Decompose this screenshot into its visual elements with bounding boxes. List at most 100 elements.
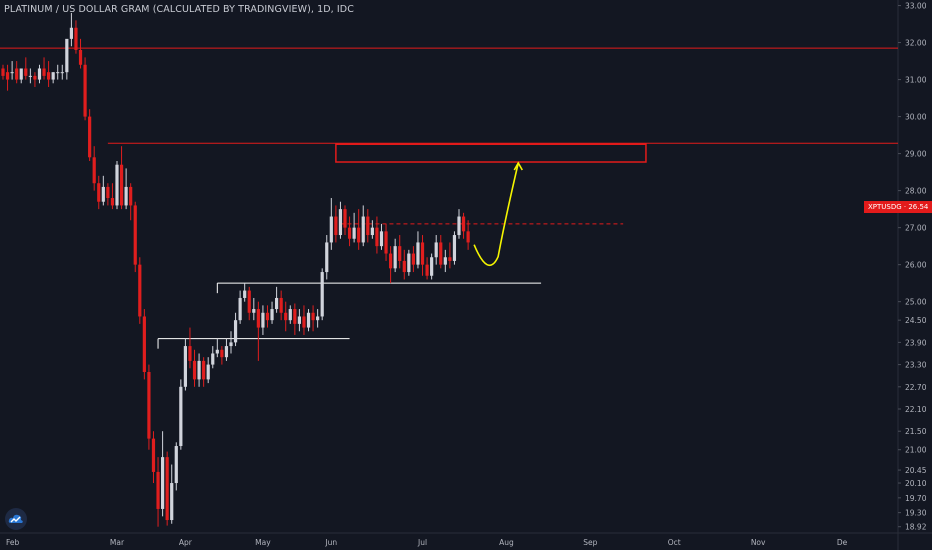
- candle-body: [425, 264, 429, 276]
- candle-body: [69, 27, 73, 39]
- price-tick-label: 32.00: [905, 39, 927, 48]
- candle-body: [238, 297, 242, 321]
- time-tick-label: May: [255, 538, 271, 547]
- candle-body: [265, 312, 270, 321]
- chart-title: PLATINUM / US DOLLAR GRAM (CALCULATED BY…: [4, 4, 354, 15]
- candle-body: [88, 116, 92, 158]
- candle-body: [78, 49, 83, 65]
- projection-curve: [473, 162, 520, 267]
- time-tick-label: Jul: [417, 538, 427, 547]
- price-tick-label: 31.00: [905, 76, 927, 85]
- candle-body: [311, 312, 315, 321]
- time-tick-label: Sep: [583, 538, 597, 547]
- price-tick-label: 33.00: [905, 2, 927, 11]
- price-tick-label: 21.00: [905, 446, 927, 455]
- candle-body: [24, 68, 28, 76]
- candle-body: [352, 227, 356, 239]
- candle-body: [411, 253, 415, 265]
- candle-body: [370, 227, 374, 236]
- candle-body: [19, 68, 23, 80]
- price-tick-label: 23.30: [905, 361, 927, 370]
- candle-body: [10, 72, 14, 74]
- candle-body: [183, 346, 187, 387]
- candle-body: [416, 242, 420, 265]
- candle-body: [402, 260, 406, 273]
- last-price-tag: XPTUSDG · 26.54: [864, 201, 932, 213]
- target-zone-box: [335, 143, 647, 163]
- candle-body: [202, 360, 206, 380]
- candle-body: [133, 205, 137, 265]
- candle-body: [247, 290, 251, 313]
- candle-body: [42, 68, 46, 76]
- candle-body: [215, 349, 219, 354]
- time-tick-label: De: [837, 538, 848, 547]
- price-tick-label: 30.00: [905, 113, 927, 122]
- candle-body: [466, 231, 470, 243]
- candle-body: [457, 216, 461, 236]
- candle-body: [252, 309, 256, 313]
- price-tick-label: 19.70: [905, 494, 927, 503]
- candle-body: [338, 209, 343, 236]
- candle-body: [384, 231, 388, 254]
- candle-body: [28, 75, 32, 77]
- candle-body: [343, 209, 347, 228]
- candle-body: [83, 64, 87, 117]
- candle-body: [430, 257, 434, 276]
- candle-body: [261, 312, 265, 328]
- candle-body: [65, 38, 69, 73]
- price-tick-label: 28.00: [905, 187, 927, 196]
- candle-body: [115, 164, 119, 206]
- candle-body: [206, 364, 210, 380]
- candle-body: [197, 360, 201, 380]
- candle-body: [347, 227, 352, 239]
- cloud-icon: [8, 514, 23, 523]
- candle-body: [461, 216, 466, 232]
- price-tick-label: 29.00: [905, 150, 927, 159]
- candle-body: [448, 257, 452, 261]
- candle-body: [361, 216, 365, 243]
- candle-body: [375, 227, 379, 247]
- candle-body: [398, 246, 402, 261]
- candle-body: [174, 446, 178, 484]
- candle-body: [211, 353, 215, 365]
- candle-body: [233, 320, 238, 343]
- price-tick-label: 23.90: [905, 338, 927, 347]
- price-tick-label: 27.00: [905, 224, 927, 233]
- candle-body: [420, 242, 425, 265]
- tradingview-logo-icon[interactable]: [5, 508, 27, 530]
- candle-body: [192, 360, 197, 380]
- candle-body: [297, 316, 301, 324]
- candle-body: [124, 186, 128, 206]
- price-tick-label: 24.50: [905, 316, 927, 325]
- candle-body: [329, 216, 333, 243]
- time-tick-label: Feb: [6, 538, 20, 547]
- price-tick-label: 22.70: [905, 383, 927, 392]
- candle-body: [51, 72, 55, 80]
- candle-body: [443, 257, 447, 265]
- candle-body: [37, 68, 42, 80]
- time-tick-label: Jun: [324, 538, 337, 547]
- candle-body: [74, 27, 78, 50]
- candle-body: [284, 312, 288, 321]
- candle-body: [110, 198, 115, 206]
- candle-body: [161, 457, 165, 509]
- candle-body: [220, 349, 224, 358]
- candle-body: [56, 72, 60, 74]
- candle-body: [302, 316, 306, 328]
- candle-body: [288, 309, 292, 321]
- candle-body: [243, 290, 247, 298]
- candle-body: [92, 157, 96, 184]
- candle-body: [452, 235, 457, 261]
- candle-body: [138, 264, 142, 317]
- candle-body: [15, 68, 19, 80]
- candle-body: [119, 164, 124, 206]
- candle-body: [434, 242, 438, 258]
- candle-body: [188, 346, 192, 361]
- candle-body: [275, 297, 279, 310]
- candle-body: [60, 72, 64, 74]
- candle-body: [279, 297, 283, 313]
- candle-body: [147, 371, 151, 439]
- candle-body: [1, 68, 5, 76]
